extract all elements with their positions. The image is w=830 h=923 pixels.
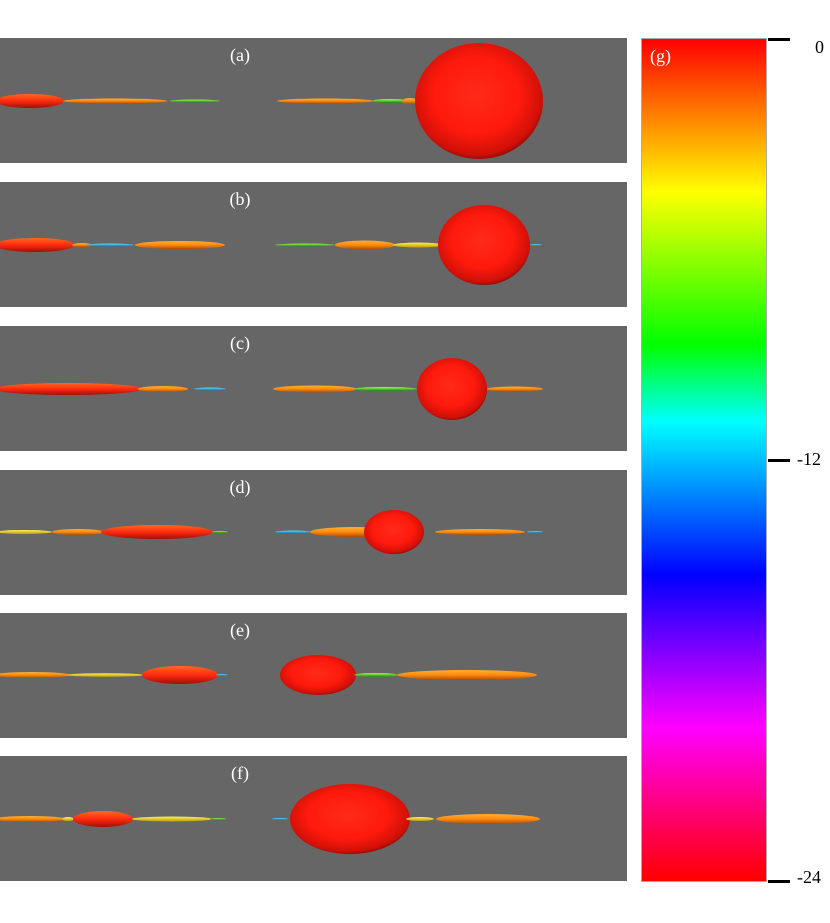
panel-a-droplets [0, 43, 543, 159]
colorbar-tick [768, 38, 790, 41]
colorbar-tick [768, 880, 790, 883]
colorbar-tick [768, 459, 790, 462]
droplet [438, 205, 530, 285]
droplet [0, 383, 142, 395]
panel-e: (e) [0, 613, 627, 738]
filament [135, 241, 225, 249]
filament [132, 816, 212, 822]
filament [63, 98, 167, 104]
filament [212, 531, 228, 533]
panel-d: (d) [0, 470, 627, 595]
panel-f-droplets [0, 784, 540, 854]
colorbar-tick-label: 0 [815, 37, 824, 57]
droplet [280, 655, 356, 695]
panel-b-droplets [0, 205, 542, 285]
filament [273, 385, 357, 393]
filament [138, 386, 188, 392]
filament [72, 243, 92, 247]
droplet [290, 784, 410, 854]
filament [0, 530, 52, 534]
filament [354, 673, 398, 677]
droplet [0, 94, 64, 108]
droplet [417, 358, 487, 420]
filament [372, 99, 408, 103]
colorbar [641, 38, 767, 882]
droplet [0, 238, 75, 252]
filament [335, 240, 395, 250]
filament [272, 818, 288, 820]
filament [435, 529, 525, 535]
panel-d-droplets [0, 510, 543, 554]
filament [275, 243, 335, 247]
filament [210, 818, 226, 820]
filament [353, 387, 417, 391]
filament [487, 386, 543, 392]
panel-c: (c) [0, 326, 627, 451]
filament [170, 99, 220, 103]
filament [277, 98, 373, 104]
panel-f: (f) [0, 756, 627, 881]
panel-label: (e) [230, 620, 250, 640]
filament [86, 243, 134, 247]
droplet [364, 510, 424, 554]
filament [216, 674, 228, 676]
filament [275, 530, 311, 534]
droplet [101, 525, 213, 539]
filament [530, 244, 542, 246]
filament [0, 672, 70, 678]
panel-a: (a) [0, 38, 627, 163]
filament [397, 670, 537, 680]
panel-label: (b) [229, 189, 251, 209]
panel-b: (b) [0, 182, 627, 307]
filament [436, 814, 540, 824]
filament [52, 529, 104, 535]
panel-c-droplets [0, 358, 543, 420]
panel-e-droplets [0, 655, 537, 695]
filament [194, 387, 226, 391]
colorbar-label: (g) [650, 46, 671, 66]
filament [402, 98, 418, 104]
droplet [73, 811, 133, 827]
panel-label: (d) [229, 477, 251, 497]
panel-label: (f) [231, 763, 249, 783]
filament [67, 673, 143, 677]
colorbar-tick-label: -24 [797, 867, 821, 887]
filament [62, 817, 74, 821]
filament [406, 817, 434, 821]
panel-label: (c) [230, 333, 250, 353]
filament [527, 531, 543, 533]
colorbar-tick-label: -12 [797, 449, 821, 469]
filament [393, 242, 443, 248]
droplet [415, 43, 543, 159]
panel-label: (a) [230, 45, 250, 65]
filament [0, 816, 66, 822]
droplet [142, 666, 218, 684]
